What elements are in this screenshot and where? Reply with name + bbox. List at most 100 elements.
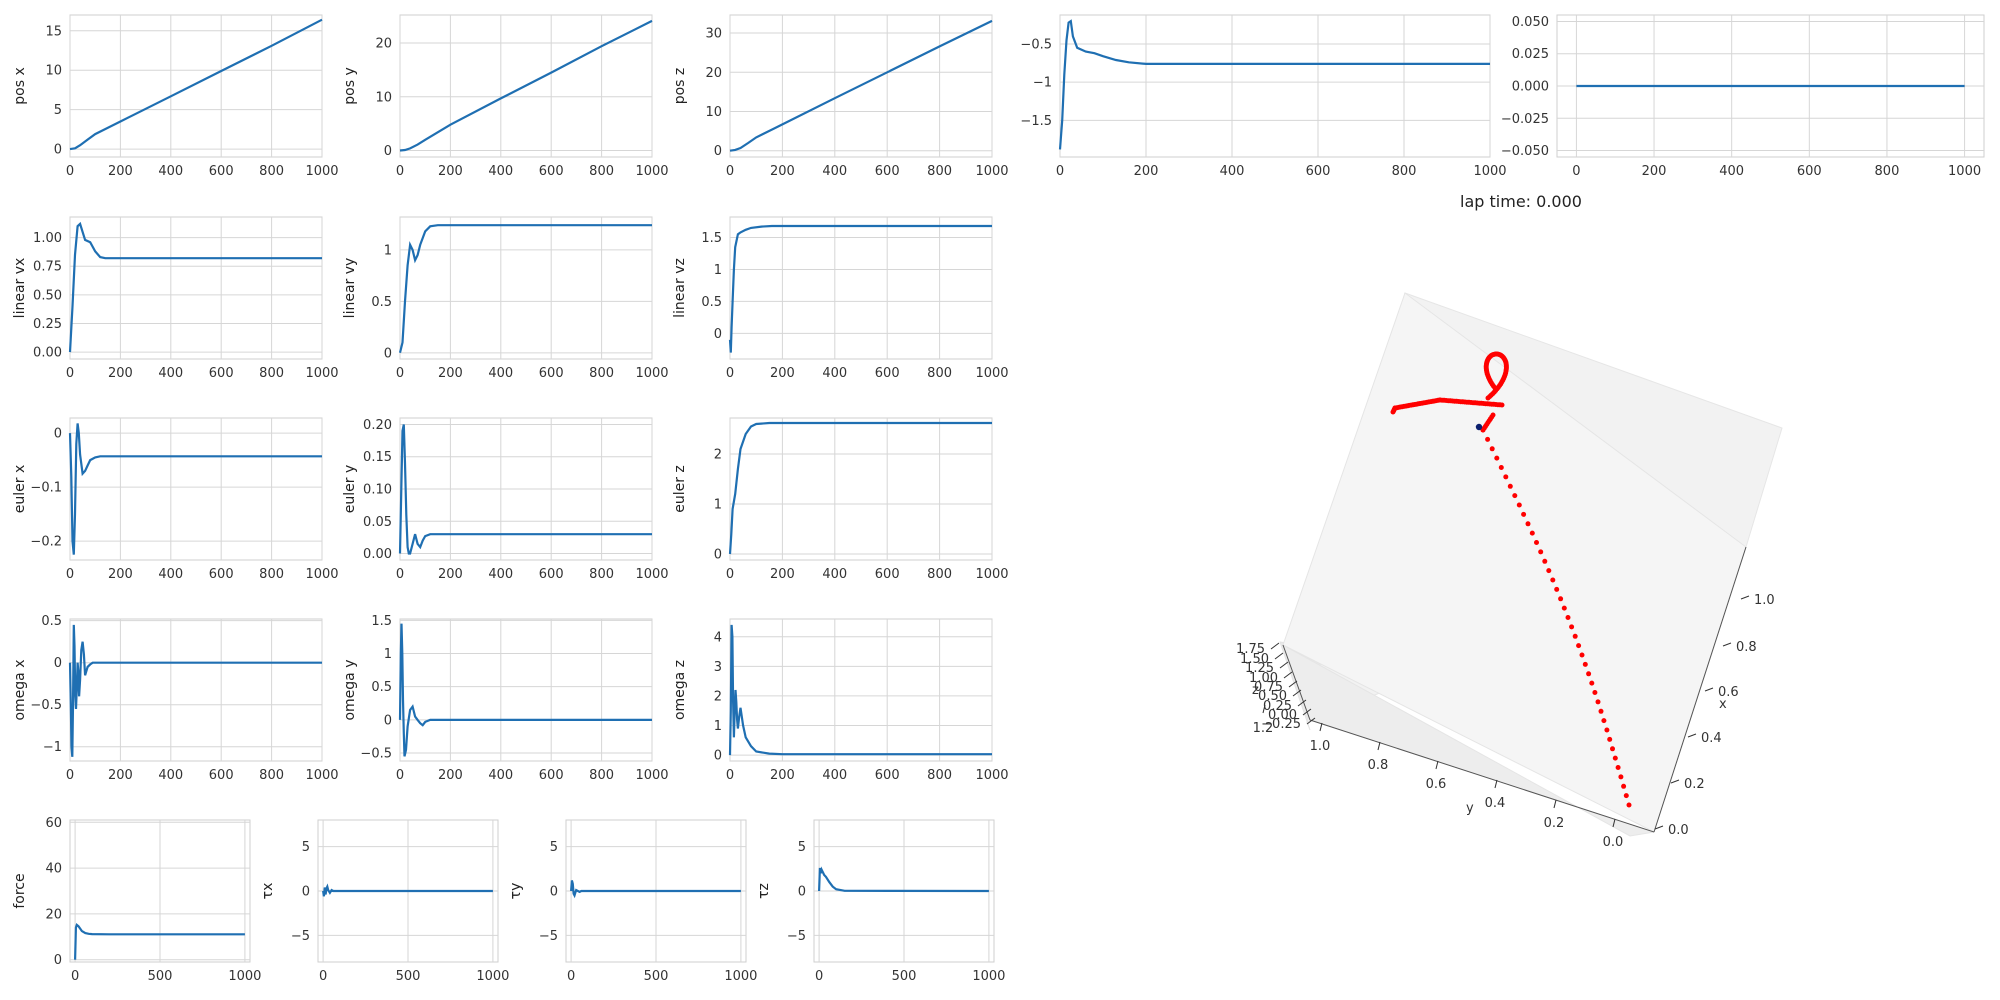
trajectory-point — [1534, 540, 1539, 545]
trajectory-point — [1604, 727, 1610, 733]
series-line — [399, 19, 653, 152]
x-tick-label: 800 — [259, 164, 284, 179]
x-tick-label: 0 — [1056, 164, 1064, 179]
x-tick-label: 0 — [396, 567, 404, 582]
trajectory-point — [1610, 746, 1615, 752]
series-line — [74, 923, 245, 960]
plot-area — [399, 216, 653, 360]
chart-omega_x: 0 200 400 600 800 1000 −1 −0.5 0 0.5 omega x — [12, 614, 339, 783]
y-tick-label: 0.50 — [33, 288, 62, 303]
y-axis-label: τy — [508, 883, 524, 900]
x-axis-tick-label: 0.0 — [1668, 823, 1689, 838]
plot-area — [729, 618, 993, 762]
x-tick-label: 1000 — [1948, 164, 1981, 179]
chart-linear_vy: 0 200 400 600 800 1000 0 0.5 1 linear vy — [342, 216, 669, 381]
x-axis-tick — [1670, 779, 1680, 784]
z-axis-line — [1282, 644, 1311, 721]
z-axis-tick — [1288, 680, 1298, 688]
z-axis-tick — [1302, 708, 1312, 716]
x-tick-label: 800 — [259, 366, 284, 381]
chart-linear_vz: 0 200 400 600 800 1000 0 0.5 1 1.5 linear vz — [672, 216, 1009, 381]
trajectory-point — [1572, 633, 1578, 639]
y-axis-tick — [1319, 722, 1323, 732]
y-axis-tick — [1377, 741, 1381, 751]
x-tick-label: 800 — [259, 567, 284, 582]
chart-tau_y: 0 500 1000 −5 0 5 τy — [508, 819, 757, 984]
x-tick-label: 600 — [875, 164, 900, 179]
trajectory-point — [1546, 568, 1552, 574]
y-tick-label: 0.10 — [363, 483, 392, 498]
trajectory-point — [1512, 493, 1518, 499]
trajectory-point — [1521, 511, 1527, 517]
x-axis-tick-label: 0.8 — [1736, 640, 1757, 655]
y-tick-label: 5 — [550, 840, 558, 855]
x-tick-label: 0 — [726, 768, 734, 783]
y-axis-label: pos x — [12, 67, 28, 104]
x-axis-tick-label: 0.6 — [1718, 685, 1739, 700]
x-tick-label: 600 — [209, 567, 234, 582]
z-axis-tick — [1279, 661, 1289, 669]
chart-top_4: 0 200 400 600 800 1000 −1.5 −1 −0.5 — [1020, 14, 1507, 179]
y-tick-label: 0 — [714, 144, 722, 159]
y-tick-label: 0 — [384, 144, 392, 159]
x-tick-label: 0 — [815, 969, 823, 984]
y-tick-label: 2 — [714, 689, 722, 704]
x-tick-label: 600 — [209, 366, 234, 381]
trajectory-point — [1542, 558, 1548, 564]
y-tick-label: 40 — [45, 862, 62, 877]
x-tick-label: 600 — [209, 164, 234, 179]
plot-area — [69, 618, 323, 762]
x-tick-label: 1000 — [1473, 164, 1506, 179]
x-tick-label: 600 — [1306, 164, 1331, 179]
trajectory-point — [1582, 661, 1588, 667]
x-tick-label: 1000 — [975, 768, 1008, 783]
y-tick-label: 0 — [384, 713, 392, 728]
y-axis-label: omega y — [342, 659, 358, 720]
y-tick-label: −0.050 — [1501, 144, 1549, 159]
y-axis-tick — [1435, 760, 1439, 770]
plot-area — [399, 618, 653, 762]
trajectory-point — [1598, 708, 1604, 714]
x-axis-tick — [1740, 595, 1750, 600]
x-tick-label: 1000 — [975, 164, 1008, 179]
trajectory-point — [1485, 436, 1491, 442]
y-tick-label: 5 — [798, 840, 806, 855]
y-tick-label: 0.05 — [363, 515, 392, 530]
x-tick-label: 500 — [644, 969, 669, 984]
trajectory-point — [1550, 577, 1556, 583]
plot-area — [729, 216, 993, 360]
y-axis-tick-label: 0.6 — [1426, 777, 1447, 792]
x-axis-label: x — [1719, 697, 1727, 712]
x-tick-label: 0 — [1572, 164, 1580, 179]
y-tick-label: 20 — [705, 66, 722, 81]
z-axis-tick — [1283, 671, 1293, 679]
y-axis-line — [1309, 719, 1655, 833]
y-axis-label: linear vz — [672, 258, 688, 318]
y-tick-label: 30 — [705, 27, 722, 42]
plot-area — [69, 14, 323, 158]
y-tick-label: 0.050 — [1512, 15, 1549, 30]
y-tick-label: 0 — [54, 953, 62, 968]
x-axis-tick — [1654, 825, 1664, 830]
x-axis-line — [1653, 546, 1747, 833]
y-tick-label: 10 — [45, 64, 62, 79]
y-axis-label: pos y — [342, 67, 358, 104]
trajectory-point — [1529, 530, 1535, 536]
x-tick-label: 400 — [488, 366, 513, 381]
trajectory-point — [1525, 521, 1531, 527]
trajectory-point — [1595, 699, 1601, 705]
plot-area — [69, 417, 323, 561]
x-tick-label: 600 — [875, 366, 900, 381]
y-tick-label: 1 — [714, 719, 722, 734]
y-tick-label: 0.5 — [371, 680, 392, 695]
trajectory-point — [1576, 643, 1582, 649]
y-axis-label: force — [12, 873, 28, 908]
x-tick-label: 200 — [1642, 164, 1667, 179]
x-tick-label: 0 — [567, 969, 575, 984]
y-tick-label: 0.00 — [363, 547, 392, 562]
y-tick-label: 10 — [375, 90, 392, 105]
trajectory-point — [1579, 652, 1585, 658]
x-tick-label: 400 — [1220, 164, 1245, 179]
y-tick-label: 0.5 — [41, 614, 62, 629]
